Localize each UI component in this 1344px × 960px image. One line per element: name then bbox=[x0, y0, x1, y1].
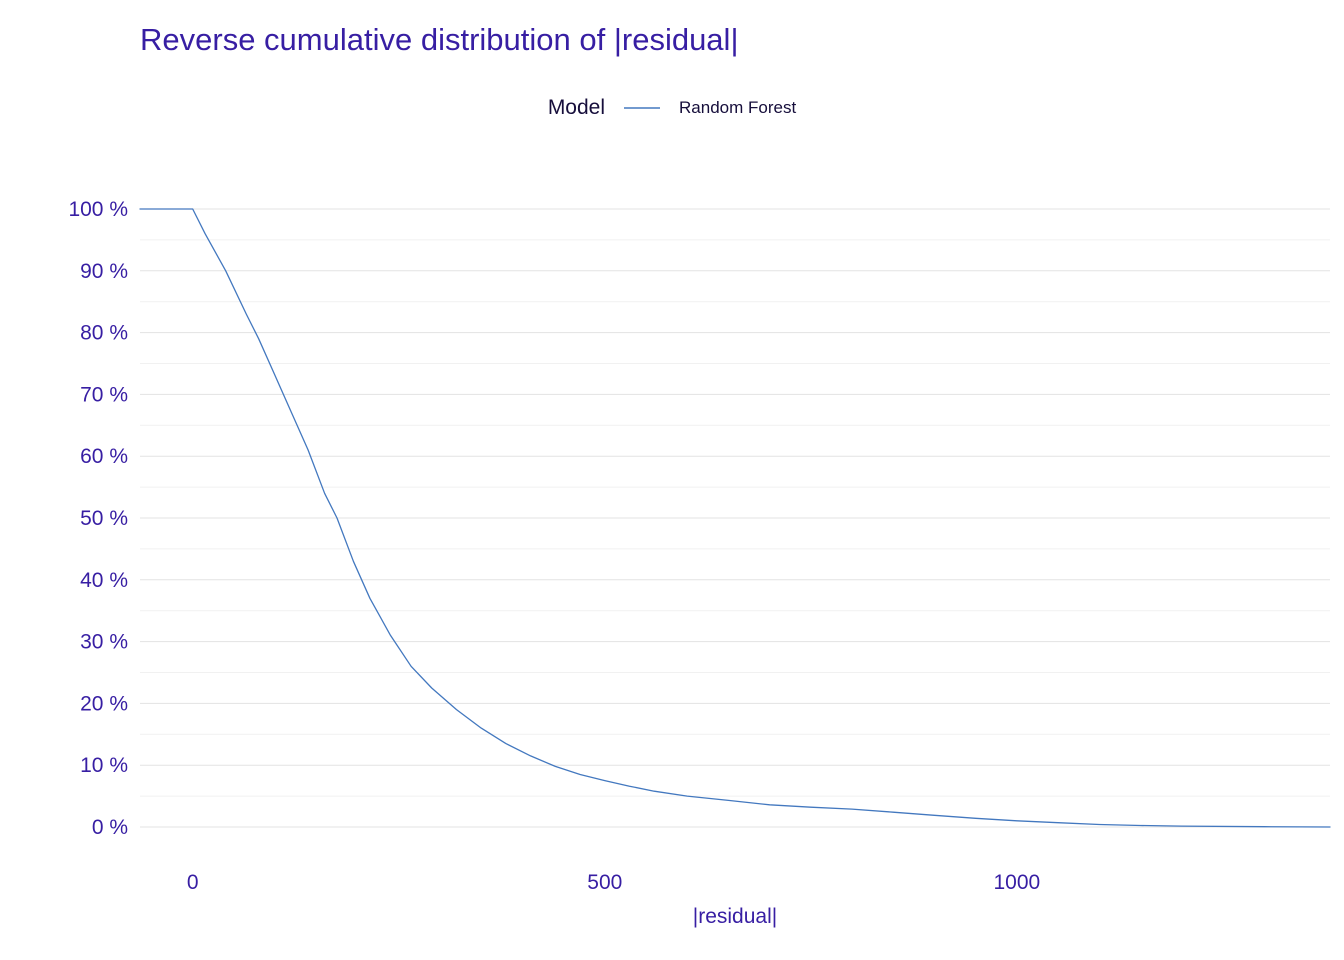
y-tick-label: 40 % bbox=[80, 569, 128, 592]
y-tick-label: 70 % bbox=[80, 383, 128, 406]
legend-series-label: Random Forest bbox=[679, 98, 797, 117]
y-tick-label: 30 % bbox=[80, 631, 128, 654]
y-tick-label: 50 % bbox=[80, 507, 128, 530]
y-tick-label: 10 % bbox=[80, 754, 128, 777]
chart-title: Reverse cumulative distribution of |resi… bbox=[140, 22, 739, 57]
y-tick-label: 20 % bbox=[80, 692, 128, 715]
series-line bbox=[139, 208, 1331, 828]
x-tick-label: 0 bbox=[187, 871, 199, 894]
y-tick-label: 0 % bbox=[92, 816, 128, 839]
x-tick-label: 1000 bbox=[993, 871, 1040, 894]
legend: Model Random Forest bbox=[0, 96, 1344, 120]
legend-title: Model bbox=[547, 96, 606, 119]
y-tick-label: 90 % bbox=[80, 260, 128, 283]
x-tick-label: 500 bbox=[587, 871, 622, 894]
x-axis-title: |residual| bbox=[692, 905, 778, 928]
y-tick-label: 60 % bbox=[80, 445, 128, 468]
y-tick-label: 80 % bbox=[80, 322, 128, 345]
y-tick-label: 100 % bbox=[68, 198, 128, 221]
legend-line-swatch bbox=[624, 107, 661, 109]
